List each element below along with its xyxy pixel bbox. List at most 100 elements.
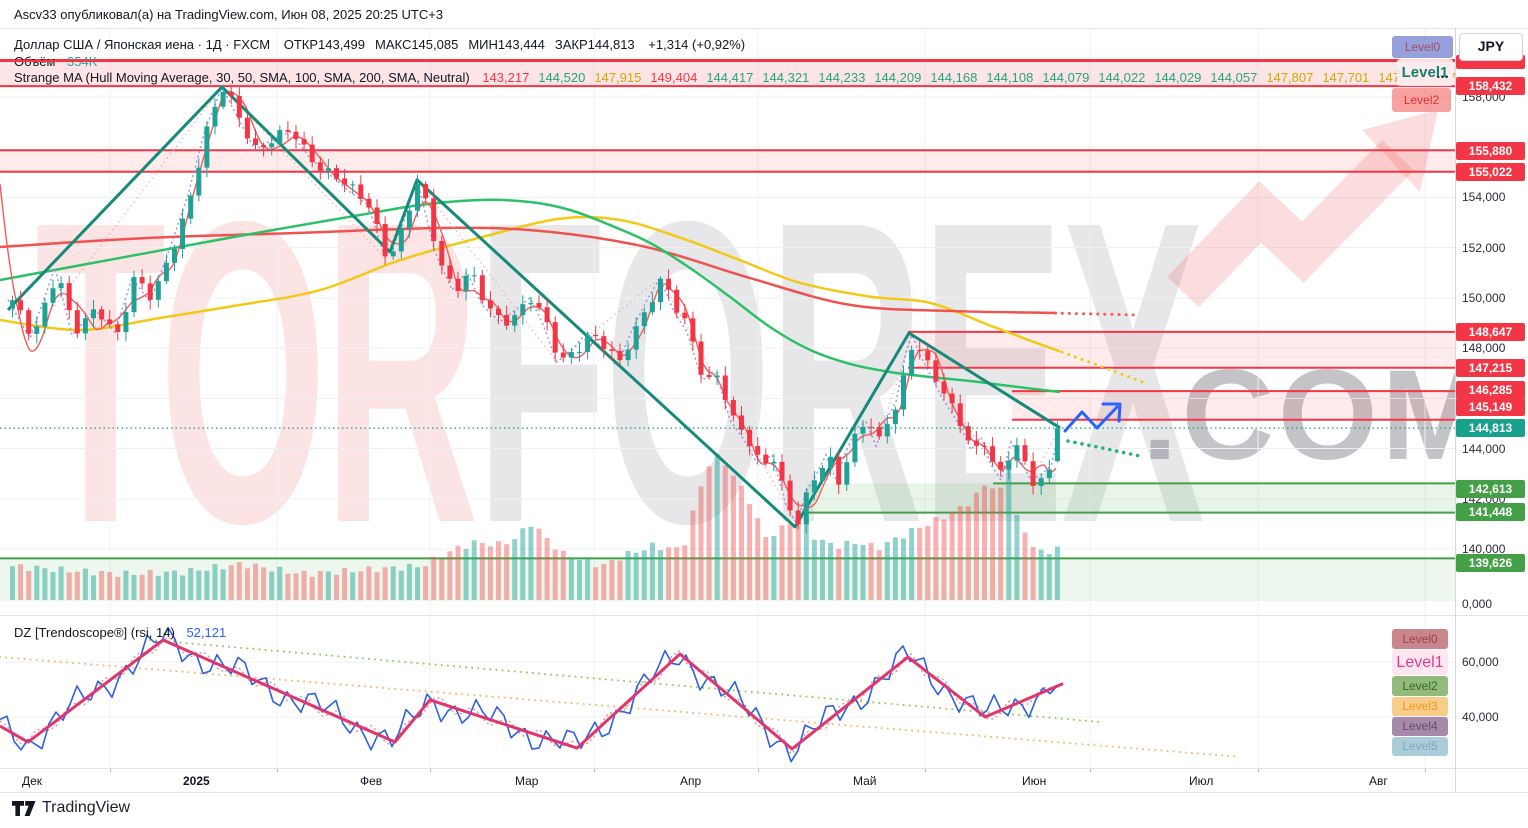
time-label: Дек [22, 774, 43, 788]
ma-value: 144,209 [874, 70, 922, 85]
price-level-label: 147,215 [1456, 359, 1525, 377]
ma-label: Strange MA (Hull Moving Average, 30, 50,… [14, 70, 470, 85]
price-level-label: 155,022 [1456, 163, 1525, 181]
tradingview-logo-icon [12, 800, 36, 816]
price-scale[interactable]: 158,000 154,000 152,000 150,000 148,000 144,0… [1455, 28, 1528, 768]
symbol-title[interactable]: Доллар США / Японская иена [14, 37, 195, 52]
time-tick [110, 768, 111, 772]
symbol-exchange: FXCM [233, 37, 271, 52]
watermark-arrow [1167, 110, 1438, 308]
level-badge: Level5 [1392, 737, 1448, 756]
ohlc-item: МИН143,444 [468, 37, 545, 52]
axis-price-label: 154,000 [1462, 190, 1506, 204]
price-level-label: 142,613 [1456, 480, 1525, 498]
time-tick [1425, 768, 1426, 772]
ma-value: 147,915 [594, 70, 642, 85]
ma-legend-row[interactable]: Strange MA (Hull Moving Average, 30, 50,… [14, 70, 1455, 85]
time-tick [594, 768, 595, 772]
resistance-line-top [0, 60, 1455, 62]
indicator-legend-row[interactable]: DZ [Trendoscope®] (rsi, 14) 52,121 [14, 625, 226, 640]
price-level-label: 146,285 [1456, 381, 1525, 399]
time-label: Июл [1189, 774, 1214, 788]
price-level-label: 145,149 [1456, 398, 1525, 416]
change-value: +1,314 (+0,92%) [648, 37, 746, 52]
price-level-label: 148,647 [1456, 323, 1525, 341]
ma-value: 144,057 [1210, 70, 1258, 85]
ma-value: 144,321 [762, 70, 810, 85]
price-level-label: 139,626 [1456, 554, 1525, 572]
time-tick [925, 768, 926, 772]
ohlc-item: МАКС145,085 [375, 37, 459, 52]
time-label: Авг [1369, 774, 1388, 788]
ma-value: 144,417 [706, 70, 754, 85]
pane-divider[interactable] [0, 615, 1528, 616]
time-tick [277, 768, 278, 772]
ma-value: 143,217 [482, 70, 530, 85]
ma-value: 144,108 [986, 70, 1034, 85]
axis-price-label: 152,000 [1462, 241, 1506, 255]
level-badge: Level0 [1392, 36, 1453, 58]
price-level-label: 158,432 [1456, 77, 1525, 95]
ohlc-item: ОТКР143,499 [283, 37, 366, 52]
ma-lines-layer [0, 90, 1061, 508]
legend-separator: · [197, 37, 206, 52]
symbol-timeframe[interactable]: 1Д [205, 37, 222, 52]
time-axis-border [0, 768, 1528, 769]
tradingview-logo[interactable]: TradingView [12, 799, 130, 817]
time-label: Мар [515, 774, 539, 788]
grid-layer [0, 28, 1455, 768]
axis-price-label: 150,000 [1462, 291, 1506, 305]
tradingview-logo-text: TradingView [42, 799, 131, 816]
time-label: Апр [680, 774, 702, 788]
axis-price-label: 0,000 [1462, 597, 1493, 611]
level-badge: Level1 [1392, 650, 1448, 675]
time-scale[interactable]: Дек 2025 Фев Мар Апр Май Июн Июл Авг [0, 768, 1528, 792]
time-tick [1090, 768, 1091, 772]
axis-price-label: 140,000 [1462, 542, 1506, 556]
level-badge: Level2 [1392, 88, 1451, 112]
indicator-title: DZ [Trendoscope®] (rsi, 14) [14, 625, 175, 640]
axis-price-label: 148,000 [1462, 341, 1506, 355]
ma-value: 144,029 [1154, 70, 1202, 85]
time-tick [1258, 768, 1259, 772]
price-level-label: 155,880 [1456, 142, 1525, 160]
publish-byline[interactable]: Ascv33 опубликовал(а) на TradingView.com… [14, 7, 444, 22]
axis-rsi-label: 60,000 [1462, 655, 1499, 669]
trend-arrow-annotation [1063, 405, 1119, 433]
ma-value: 147,701 [1322, 70, 1370, 85]
level-badge: Level1 [1397, 59, 1453, 86]
indicator-value: 52,121 [186, 625, 227, 640]
level-badge: Level0 [1392, 629, 1448, 649]
level-badge: Level4 [1392, 717, 1448, 736]
legend-separator: · [225, 37, 234, 52]
level-badge: Level3 [1392, 697, 1448, 716]
ma-value: 144,168 [930, 70, 978, 85]
ma-values: 143,217 144,520 147,915 149,404 144,417 144,3… [473, 70, 1455, 85]
time-tick [758, 768, 759, 772]
level-badge: Level2 [1392, 676, 1448, 696]
ma-value: 144,233 [818, 70, 866, 85]
zones-layer [0, 59, 1455, 601]
price-axis-border [1455, 28, 1456, 792]
time-label: 2025 [183, 774, 210, 788]
time-label: Июн [1022, 774, 1047, 788]
widget-top-border [0, 28, 1528, 29]
ma-value: 144,079 [1042, 70, 1090, 85]
axis-rsi-label: 40,000 [1462, 710, 1499, 724]
ma-values-ellipsis: … [1436, 66, 1449, 81]
symbol-legend-row[interactable]: Доллар США / Японская иена · 1Д · FXCM О… [14, 37, 745, 52]
ohlc-values: ОТКР143,499 МАКС145,085 МИН143,444 ЗАКР144,… [274, 37, 635, 52]
ma-value: 149,404 [650, 70, 698, 85]
currency-toggle-button[interactable]: JPY [1459, 33, 1523, 61]
volume-layer [10, 454, 1060, 600]
time-tick [430, 768, 431, 772]
axis-price-label: 144,000 [1462, 442, 1506, 456]
time-label: Май [853, 774, 877, 788]
time-label: Фев [360, 774, 383, 788]
ma-value: 144,520 [538, 70, 586, 85]
price-level-label: 141,448 [1456, 503, 1525, 521]
price-level-label: 144,813 [1456, 419, 1525, 437]
ohlc-item: ЗАКР144,813 [554, 37, 635, 52]
